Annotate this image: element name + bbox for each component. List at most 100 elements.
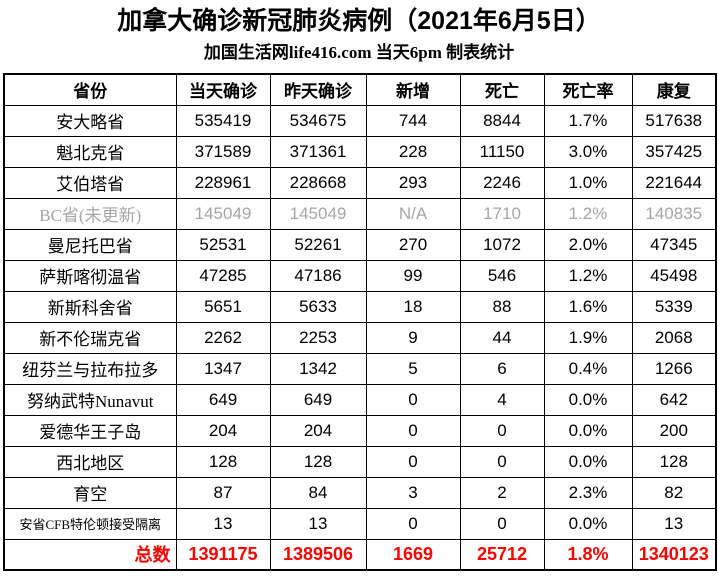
- yesterday-cell: 5633: [269, 290, 367, 323]
- new-cell: 1669: [365, 538, 461, 571]
- new-cell: 5: [365, 352, 461, 385]
- page-title: 加拿大确诊新冠肺炎病例（2021年6月5日）: [117, 7, 601, 35]
- province-cell: 西北地区: [3, 445, 177, 478]
- rate-cell: 1.2%: [543, 259, 633, 292]
- rate-cell: 0.0%: [543, 507, 633, 540]
- column-header-1: 当天确诊: [175, 73, 271, 106]
- recovered-cell: 200: [631, 414, 717, 447]
- province-cell: 努纳武特Nunavut: [3, 383, 177, 416]
- column-header-4: 死亡: [459, 73, 545, 106]
- new-cell: 270: [365, 228, 461, 261]
- recovered-cell: 5339: [631, 290, 717, 323]
- new-cell: 3: [365, 476, 461, 509]
- column-header-5: 死亡率: [543, 73, 633, 106]
- deaths-cell: 0: [459, 414, 545, 447]
- rate-cell: 1.7%: [543, 104, 633, 137]
- recovered-cell: 642: [631, 383, 717, 416]
- today-cell: 228961: [175, 166, 271, 199]
- new-cell: 293: [365, 166, 461, 199]
- column-header-0: 省份: [3, 73, 177, 106]
- yesterday-cell: 1342: [269, 352, 367, 385]
- rate-cell: 1.9%: [543, 321, 633, 354]
- new-cell: 99: [365, 259, 461, 292]
- province-cell: 新不伦瑞克省: [3, 321, 177, 354]
- new-cell: 9: [365, 321, 461, 354]
- table-row: 西北地区 128 128 0 0 0.0% 128: [3, 445, 717, 478]
- province-cell: 曼尼托巴省: [3, 228, 177, 261]
- rate-cell: 1.8%: [543, 538, 633, 571]
- yesterday-cell: 228668: [269, 166, 367, 199]
- yesterday-cell: 1389506: [269, 538, 367, 571]
- yesterday-cell: 2253: [269, 321, 367, 354]
- province-cell: 总数: [3, 538, 177, 571]
- deaths-cell: 0: [459, 507, 545, 540]
- rate-cell: 1.6%: [543, 290, 633, 323]
- table-row: 新不伦瑞克省 2262 2253 9 44 1.9% 2068: [3, 321, 717, 354]
- table-row: 魁北克省 371589 371361 228 11150 3.0% 357425: [3, 135, 717, 168]
- new-cell: 0: [365, 445, 461, 478]
- today-cell: 649: [175, 383, 271, 416]
- yesterday-cell: 84: [269, 476, 367, 509]
- today-cell: 2262: [175, 321, 271, 354]
- table-row: 萨斯喀彻温省 47285 47186 99 546 1.2% 45498: [3, 259, 717, 292]
- deaths-cell: 2: [459, 476, 545, 509]
- yesterday-cell: 534675: [269, 104, 367, 137]
- new-cell: 744: [365, 104, 461, 137]
- table-row: 安大略省 535419 534675 744 8844 1.7% 517638: [3, 104, 717, 137]
- deaths-cell: 11150: [459, 135, 545, 168]
- table-row: 努纳武特Nunavut 649 649 0 4 0.0% 642: [3, 383, 717, 416]
- covid-stats-table: 省份 当天确诊 昨天确诊 新增 死亡 死亡率 康复 安大略省 535419 534675 744 8…: [3, 73, 717, 571]
- recovered-cell: 517638: [631, 104, 717, 137]
- recovered-cell: 128: [631, 445, 717, 478]
- province-cell: 魁北克省: [3, 135, 177, 168]
- today-cell: 87: [175, 476, 271, 509]
- recovered-cell: 357425: [631, 135, 717, 168]
- today-cell: 371589: [175, 135, 271, 168]
- yesterday-cell: 128: [269, 445, 367, 478]
- rate-cell: 2.3%: [543, 476, 633, 509]
- province-cell: 纽芬兰与拉布拉多: [3, 352, 177, 385]
- table-row: 新斯科舍省 5651 5633 18 88 1.6% 5339: [3, 290, 717, 323]
- page-subtitle: 加国生活网life416.com 当天6pm 制表统计: [203, 43, 515, 62]
- table-row: 爱德华王子岛 204 204 0 0 0.0% 200: [3, 414, 717, 447]
- yesterday-cell: 52261: [269, 228, 367, 261]
- recovered-cell: 45498: [631, 259, 717, 292]
- rate-cell: 0.0%: [543, 445, 633, 478]
- recovered-cell: 2068: [631, 321, 717, 354]
- table-row: 曼尼托巴省 52531 52261 270 1072 2.0% 47345: [3, 228, 717, 261]
- recovered-cell: 221644: [631, 166, 717, 199]
- table-row: BC省(未更新) 145049 145049 N/A 1710 1.2% 140835: [3, 197, 717, 230]
- deaths-cell: 25712: [459, 538, 545, 571]
- deaths-cell: 6: [459, 352, 545, 385]
- deaths-cell: 4: [459, 383, 545, 416]
- province-cell: 爱德华王子岛: [3, 414, 177, 447]
- rate-cell: 2.0%: [543, 228, 633, 261]
- recovered-cell: 1340123: [631, 538, 717, 571]
- province-cell: BC省(未更新): [3, 197, 177, 230]
- yesterday-cell: 47186: [269, 259, 367, 292]
- today-cell: 5651: [175, 290, 271, 323]
- deaths-cell: 0: [459, 445, 545, 478]
- new-cell: N/A: [365, 197, 461, 230]
- province-cell: 艾伯塔省: [3, 166, 177, 199]
- province-cell: 新斯科舍省: [3, 290, 177, 323]
- new-cell: 0: [365, 414, 461, 447]
- yesterday-cell: 13: [269, 507, 367, 540]
- rate-cell: 0.0%: [543, 414, 633, 447]
- yesterday-cell: 649: [269, 383, 367, 416]
- new-cell: 0: [365, 383, 461, 416]
- today-cell: 128: [175, 445, 271, 478]
- today-cell: 535419: [175, 104, 271, 137]
- column-header-3: 新增: [365, 73, 461, 106]
- deaths-cell: 2246: [459, 166, 545, 199]
- column-header-2: 昨天确诊: [269, 73, 367, 106]
- new-cell: 228: [365, 135, 461, 168]
- rate-cell: 1.2%: [543, 197, 633, 230]
- recovered-cell: 140835: [631, 197, 717, 230]
- table-header-row: 省份 当天确诊 昨天确诊 新增 死亡 死亡率 康复: [3, 73, 717, 106]
- deaths-cell: 44: [459, 321, 545, 354]
- province-cell: 育空: [3, 476, 177, 509]
- rate-cell: 1.0%: [543, 166, 633, 199]
- province-cell: 安大略省: [3, 104, 177, 137]
